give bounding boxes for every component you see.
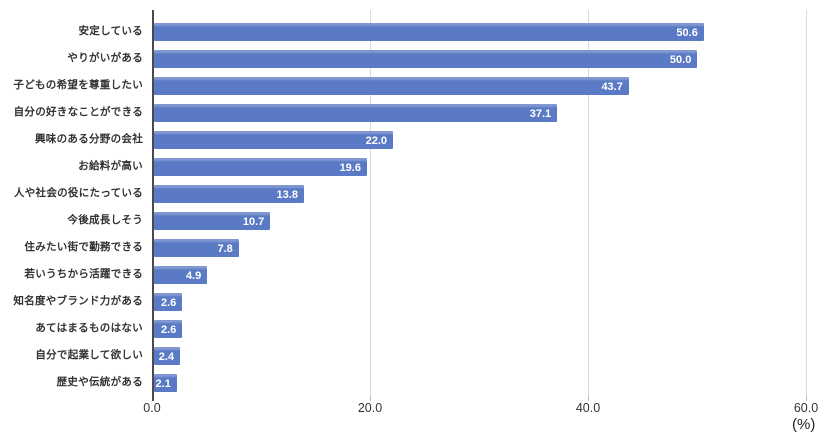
bar-value-label: 37.1: [529, 107, 552, 120]
percent-unit-label: (%): [792, 416, 816, 433]
bar-value-label: 2.6: [160, 323, 177, 336]
bar-value-label: 19.6: [339, 161, 361, 174]
bar-row: お給料が高い 19.6: [78, 153, 806, 180]
category-label: 人や社会の役にたっている: [13, 187, 143, 199]
bar-value-label: 7.8: [217, 242, 233, 255]
bar: 4.9: [154, 265, 208, 284]
bar: 43.7: [154, 76, 629, 95]
bar-value-label: 2.6: [160, 296, 177, 309]
bar: 22.0: [154, 130, 394, 149]
category-label: 住みたい街で勤務できる: [24, 241, 143, 253]
bar-row: 自分で起業して欲しい 2.4: [35, 342, 806, 369]
category-label: 子どもの希望を尊重したい: [13, 79, 143, 91]
category-label: 安定している: [78, 25, 143, 37]
category-label: やりがいがある: [67, 52, 143, 64]
category-label: 興味のある分野の会社: [35, 133, 143, 145]
bar: 2.6: [154, 319, 183, 338]
bar-value-label: 50.6: [676, 26, 698, 39]
bar-row: 住みたい街で勤務できる 7.8: [24, 234, 806, 261]
bar: 2.4: [154, 346, 181, 365]
gridline: [806, 10, 807, 396]
bar: 13.8: [154, 184, 304, 203]
bar-row: 歴史や伝統がある 2.1: [57, 369, 806, 396]
bar-row: 今後成長しそう 10.7: [67, 207, 806, 234]
bar: 37.1: [154, 103, 558, 122]
bar-value-label: 2.1: [155, 377, 171, 390]
bar-row: 子どもの希望を尊重したい 43.7: [13, 72, 806, 99]
bar-row: 人や社会の役にたっている 13.8: [14, 180, 806, 207]
category-label: 今後成長しそう: [67, 214, 143, 226]
bar: 2.1: [154, 373, 177, 392]
x-tick-label: 0.0: [143, 401, 161, 415]
x-tick-label: 20.0: [357, 401, 383, 415]
category-label: 自分で起業して欲しい: [35, 349, 143, 361]
bar: 19.6: [154, 157, 367, 176]
bar-row: 知名度やブランド力がある 2.6: [13, 288, 806, 315]
y-axis-line: [152, 10, 154, 401]
bar-value-label: 43.7: [601, 80, 623, 93]
bar-row: 若いうちから活躍できる 4.9: [24, 261, 806, 288]
bar: 7.8: [154, 238, 239, 257]
bar-value-label: 22.0: [365, 134, 388, 147]
bar: 2.6: [154, 292, 183, 311]
category-label: あてはまるものはない: [35, 322, 143, 334]
bar-value-label: 50.0: [669, 53, 692, 66]
bar-row: あてはまるものはない 2.6: [35, 315, 806, 342]
bar-row: 自分の好きなことができる 37.1: [14, 99, 806, 126]
x-tick-label: 60.0: [793, 401, 819, 415]
bar-value-label: 2.4: [158, 350, 175, 363]
bar-value-label: 10.7: [242, 215, 265, 228]
bar-row: 安定している 50.6: [79, 18, 806, 45]
bar-row: やりがいがある 50.0: [67, 45, 806, 72]
category-label: 歴史や伝統がある: [56, 376, 143, 388]
category-label: お給料が高い: [78, 160, 143, 172]
category-label: 若いうちから活躍できる: [24, 268, 143, 280]
bar-value-label: 13.8: [276, 188, 298, 201]
bar: 10.7: [154, 211, 271, 230]
bar-row: 興味のある分野の会社 22.0: [35, 126, 806, 153]
bar: 50.6: [154, 22, 704, 41]
category-label: 知名度やブランド力がある: [13, 295, 143, 307]
x-tick-label: 40.0: [575, 401, 601, 415]
bar-value-label: 4.9: [185, 269, 202, 282]
category-label: 自分の好きなことができる: [13, 106, 143, 118]
bar: 50.0: [154, 49, 698, 68]
bar-rows: 安定している 50.6 やりがいがある 50.0 子どもの希望を尊重したい 43…: [13, 18, 806, 396]
